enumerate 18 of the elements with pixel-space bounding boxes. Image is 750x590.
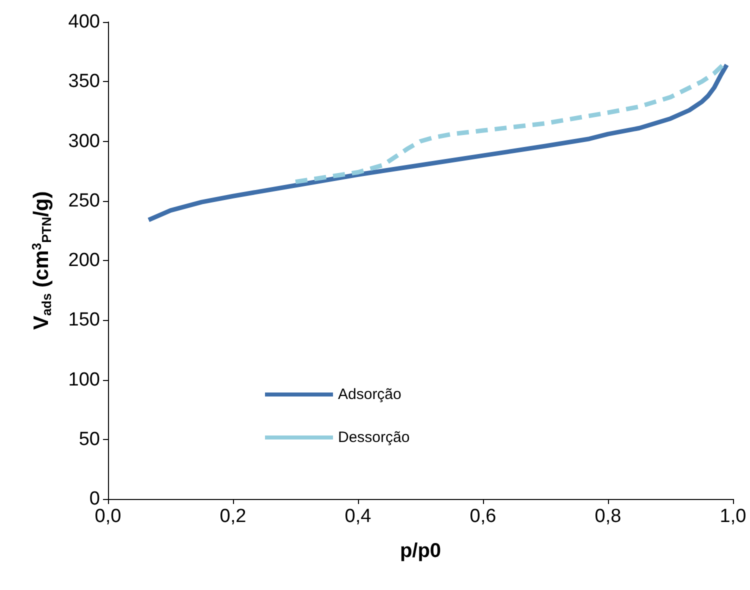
y-tick-label: 300 (68, 130, 100, 152)
x-axis-title: p/p0 (400, 540, 442, 562)
x-tick-label: 0,8 (594, 506, 622, 527)
y-tick-label: 150 (68, 310, 100, 331)
x-tick-label: 0,2 (220, 506, 246, 527)
y-tick-label: 50 (78, 428, 100, 450)
x-tick-label: 0,6 (470, 506, 496, 527)
x-tick-label: 0,4 (344, 506, 372, 527)
y-tick-label: 350 (68, 71, 100, 92)
y-tick-label: 250 (68, 190, 100, 212)
y-tick-label: 200 (68, 250, 100, 271)
line-series (146, 62, 729, 222)
legend-label: Adsorção (338, 386, 402, 403)
x-tick-label: 1,0 (720, 506, 746, 527)
y-tick-label: 100 (68, 369, 100, 390)
legend-label: Dessorção (338, 429, 410, 446)
y-tick-label: 400 (68, 12, 100, 32)
y-axis-title: Vads (cm3PTN/g) (29, 191, 54, 330)
